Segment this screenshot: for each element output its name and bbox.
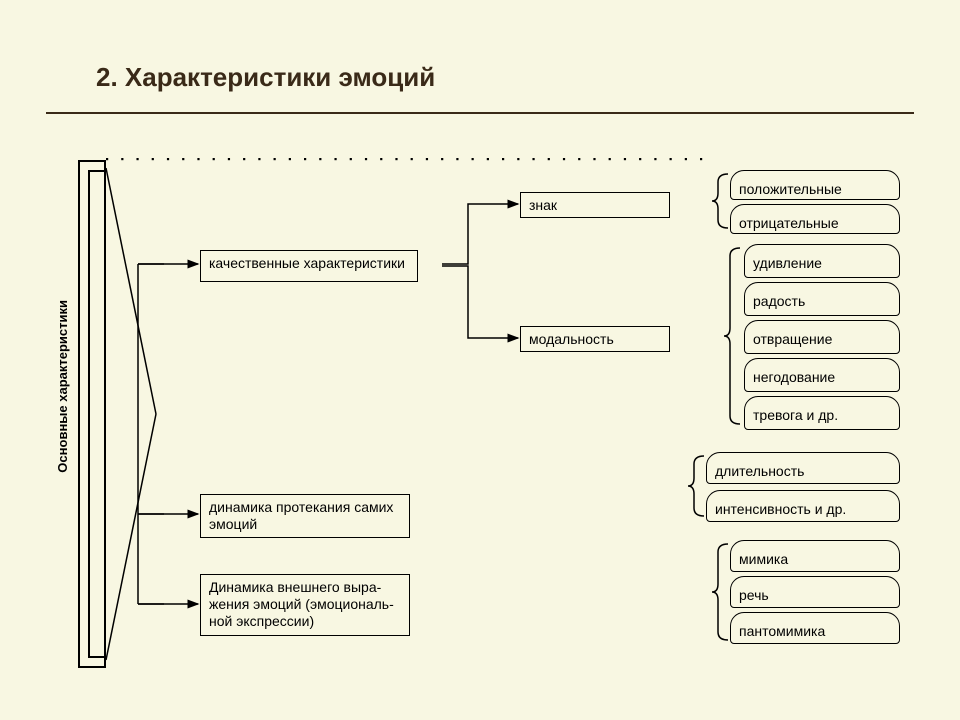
- right-item-1-4: тревога и др.: [744, 396, 900, 430]
- right-item-3-1: речь: [730, 576, 900, 608]
- right-item-1-1: радость: [744, 282, 900, 316]
- node-dyn_self: динамика протекания самих эмоций: [200, 494, 410, 538]
- root-label: Основные характеристики: [55, 300, 70, 473]
- right-item-2-0: длительность: [706, 452, 900, 484]
- right-item-1-3: негодование: [744, 358, 900, 392]
- right-item-3-2: пантомимика: [730, 612, 900, 644]
- right-item-2-1: интенсивность и др.: [706, 490, 900, 522]
- right-item-0-1: отрицательные: [730, 204, 900, 234]
- page-title: 2. Характеристики эмоций: [96, 62, 435, 93]
- node-qual: качественные характеристики: [200, 250, 418, 282]
- right-item-0-0: положительные: [730, 170, 900, 200]
- node-dyn_ext: Динамика внешнего выра- жения эмоций (эм…: [200, 574, 410, 636]
- root-inner-box: [88, 170, 106, 658]
- node-sign: знак: [520, 192, 670, 218]
- title-underline: [46, 112, 914, 114]
- right-item-1-2: отвращение: [744, 320, 900, 354]
- right-item-1-0: удивление: [744, 244, 900, 278]
- node-modal: модальность: [520, 326, 670, 352]
- right-item-3-0: мимика: [730, 540, 900, 572]
